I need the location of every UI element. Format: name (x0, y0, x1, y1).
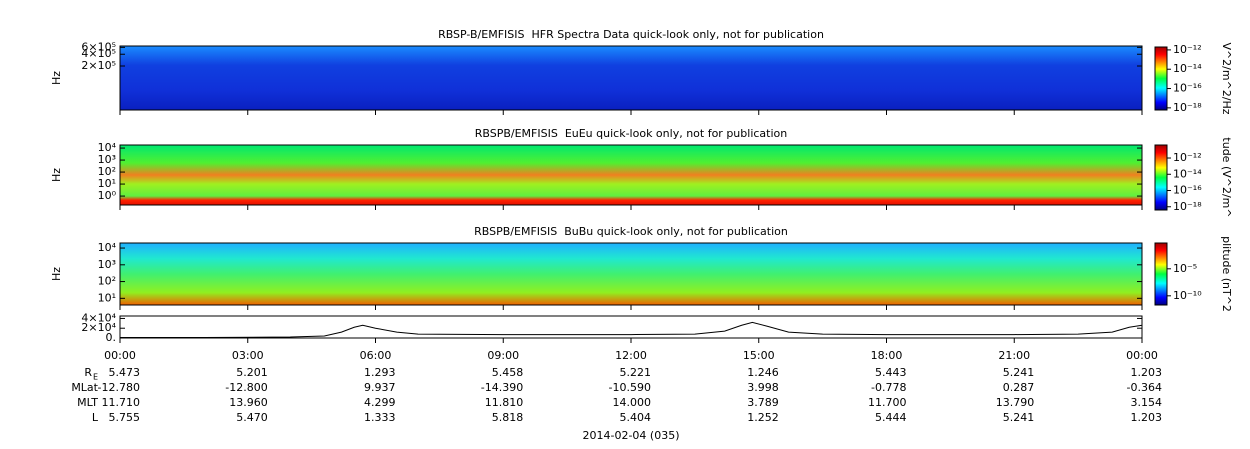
ephemeris-value: 11.710 (102, 396, 141, 409)
x-tick-label: 09:00 (487, 349, 519, 362)
colorbar-tick-label: 10⁻¹⁶ (1173, 184, 1202, 197)
ephemeris-value: 3.998 (747, 381, 779, 394)
y-tick-label: 10¹ (98, 291, 116, 304)
colorbar-tick-label: 10⁻¹⁰ (1173, 289, 1202, 302)
ephemeris-value: 1.293 (364, 366, 396, 379)
y-tick-label: 10⁰ (98, 189, 117, 202)
ephemeris-value: 1.333 (364, 411, 396, 424)
y-tick-label: 10² (98, 165, 116, 178)
spectrogram-image (120, 145, 1142, 205)
ephemeris-value: 5.818 (492, 411, 524, 424)
colorbar-tick-label: 10⁻¹⁶ (1173, 82, 1202, 95)
y-tick-label: 2×10⁴ (81, 321, 116, 334)
ephemeris-value: -0.778 (871, 381, 906, 394)
x-tick-label: 00:00 (1126, 349, 1158, 362)
ephemeris-value: 5.443 (875, 366, 907, 379)
ephemeris-value: 5.444 (875, 411, 907, 424)
ephemeris-value: -0.364 (1127, 381, 1162, 394)
y-axis-label: Hz (50, 168, 63, 182)
ephemeris-value: 9.937 (364, 381, 396, 394)
colorbar-tick-label: 10⁻¹⁸ (1173, 101, 1202, 114)
x-tick-label: 21:00 (998, 349, 1030, 362)
y-tick-label: 4×10⁵ (81, 47, 116, 60)
ephemeris-value: 0.287 (1003, 381, 1035, 394)
panel-title: RBSPB/EMFISIS BuBu quick-look only, not … (474, 225, 788, 238)
colorbar-label: tude (V^2/m^ (1220, 137, 1233, 217)
panel-title: RBSP-B/EMFISIS HFR Spectra Data quick-lo… (438, 28, 824, 41)
ephemeris-value: 5.241 (1003, 366, 1035, 379)
y-axis-label: Hz (50, 267, 63, 281)
ephemeris-value: -12.800 (225, 381, 267, 394)
ephemeris-value: 4.299 (364, 396, 396, 409)
ephemeris-value: 5.458 (492, 366, 524, 379)
y-axis-label: Hz (50, 71, 63, 85)
ephemeris-value: 5.755 (109, 411, 141, 424)
ephemeris-value: -14.390 (481, 381, 523, 394)
y-tick-label: 0. (106, 331, 117, 344)
ephemeris-value: -12.780 (98, 381, 140, 394)
x-tick-label: 06:00 (360, 349, 392, 362)
colorbar-tick-label: 10⁻⁵ (1173, 262, 1197, 275)
ephemeris-value: 5.221 (620, 366, 652, 379)
data-line (120, 321, 1143, 339)
y-tick-label: 10¹ (98, 177, 116, 190)
colorbar-tick-label: 10⁻¹⁸ (1173, 200, 1202, 213)
ephemeris-label: R (84, 366, 92, 379)
x-tick-label: 03:00 (232, 349, 264, 362)
date-label: 2014-02-04 (035) (582, 429, 679, 442)
ephemeris-value: 5.473 (109, 366, 141, 379)
y-tick-label: 2×10⁵ (81, 59, 116, 72)
ephemeris-value: 5.470 (236, 411, 268, 424)
ephemeris-value: 13.960 (229, 396, 268, 409)
ephemeris-value: 5.201 (236, 366, 268, 379)
y-tick-label: 6×10⁵ (81, 40, 116, 53)
spectrogram-image (120, 46, 1142, 110)
ephemeris-value: 11.700 (868, 396, 907, 409)
y-tick-label: 4×10⁴ (81, 311, 116, 324)
ephemeris-value: 1.203 (1131, 411, 1163, 424)
ephemeris-value: 1.246 (747, 366, 779, 379)
x-tick-label: 00:00 (104, 349, 136, 362)
x-tick-label: 18:00 (871, 349, 903, 362)
ephemeris-value: 3.789 (747, 396, 779, 409)
ephemeris-value: 5.241 (1003, 411, 1035, 424)
colorbar-tick-label: 10⁻¹⁴ (1173, 62, 1202, 75)
ephemeris-label: L (92, 411, 99, 424)
ephemeris-value: 11.810 (485, 396, 524, 409)
colorbar (1154, 242, 1168, 306)
ephemeris-value: 1.203 (1131, 366, 1163, 379)
y-tick-label: 10² (98, 275, 116, 288)
y-tick-label: 10⁴ (98, 241, 117, 254)
ephemeris-label: MLT (77, 396, 98, 409)
ephemeris-value: -10.590 (609, 381, 651, 394)
x-tick-label: 12:00 (615, 349, 647, 362)
ephemeris-value: 14.000 (613, 396, 652, 409)
x-tick-label: 15:00 (743, 349, 775, 362)
colorbar (1154, 46, 1168, 111)
ephemeris-label: MLat (71, 381, 98, 394)
y-tick-label: 10³ (98, 153, 116, 166)
ephemeris-value: 13.790 (996, 396, 1035, 409)
colorbar-label: V^2/m^2/Hz (1220, 42, 1233, 114)
y-tick-label: 10⁴ (98, 141, 117, 154)
colorbar (1154, 144, 1168, 211)
y-tick-label: 10³ (98, 258, 116, 271)
colorbar-tick-label: 10⁻¹² (1173, 151, 1202, 164)
ephemeris-value: 3.154 (1131, 396, 1163, 409)
colorbar-tick-label: 10⁻¹⁴ (1173, 167, 1202, 180)
ephemeris-label-sub: E (93, 373, 98, 382)
spectrogram-image (120, 243, 1142, 305)
ephemeris-value: 5.404 (620, 411, 652, 424)
panel-title: RBSPB/EMFISIS EuEu quick-look only, not … (475, 127, 788, 140)
colorbar-tick-label: 10⁻¹² (1173, 43, 1202, 56)
colorbar-label: plitude (nT^2 (1220, 236, 1233, 312)
ephemeris-value: 1.252 (747, 411, 779, 424)
